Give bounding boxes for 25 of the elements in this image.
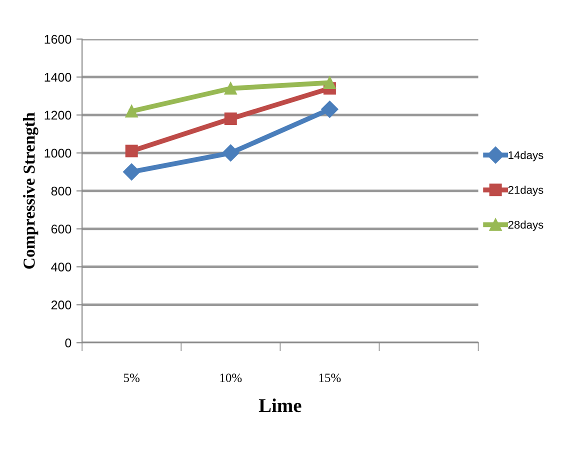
y-tick-label: 200 <box>51 300 72 310</box>
x-tick-label: 10% <box>220 374 242 382</box>
point <box>125 144 138 158</box>
legend-label: 21days <box>508 186 544 196</box>
y-tick-label: 600 <box>51 224 72 234</box>
y-axis-title: Compressive Strength <box>23 112 38 269</box>
x-tick-label: 15% <box>319 374 341 382</box>
y-tick-label: 0 <box>65 338 72 348</box>
y-tick-label: 1400 <box>44 72 72 82</box>
y-tick-label: 1000 <box>44 148 72 158</box>
x-tick-label: 5% <box>124 374 140 382</box>
point <box>321 100 338 118</box>
y-tick-label: 800 <box>51 186 72 196</box>
point <box>125 104 138 118</box>
legend-label: 28days <box>508 220 544 231</box>
y-tick-label: 400 <box>51 262 72 272</box>
point <box>123 163 140 180</box>
point <box>224 112 237 126</box>
y-tick-label: 1200 <box>44 110 72 120</box>
point <box>323 76 336 89</box>
y-tick-label: 1600 <box>44 34 72 44</box>
legend-label: 14days <box>508 150 544 162</box>
point <box>222 144 240 162</box>
x-axis-title: Lime <box>258 398 302 412</box>
point <box>224 82 237 95</box>
